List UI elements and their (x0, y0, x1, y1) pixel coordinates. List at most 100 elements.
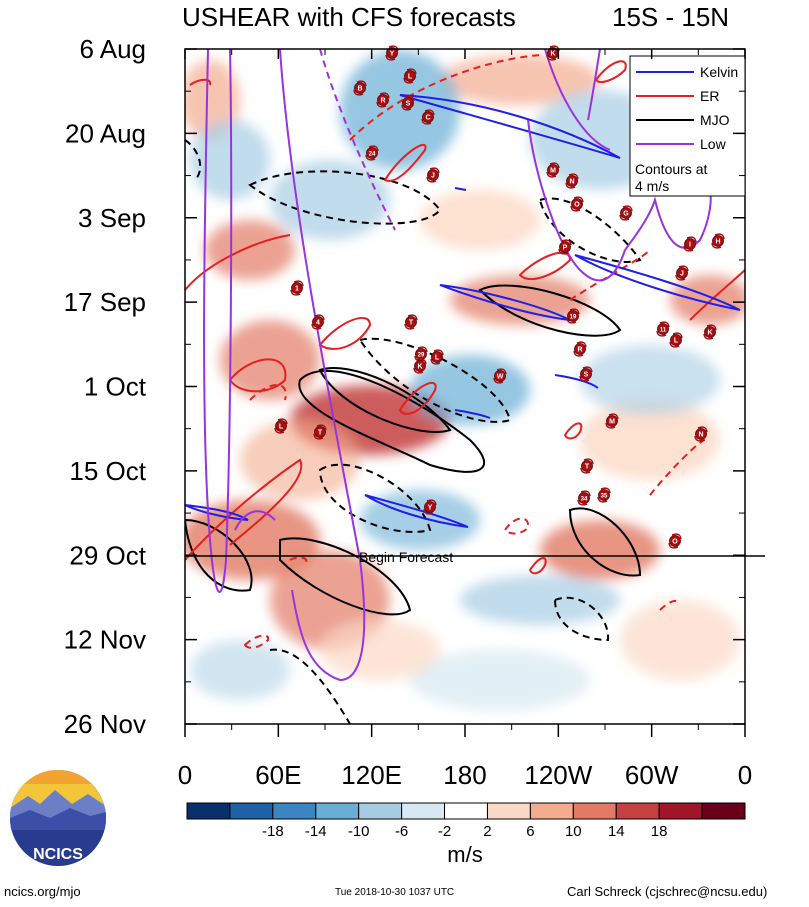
x-tick-label: 0 (738, 760, 752, 790)
y-tick-label: 12 Nov (64, 625, 146, 655)
contours (185, 49, 745, 724)
colorbar-swatch (401, 802, 446, 820)
storm-label: N (569, 179, 574, 186)
kelvin-contour (364, 494, 469, 528)
storm-marker: N (694, 426, 708, 442)
er-contour (185, 458, 303, 561)
footer-website[interactable]: ncics.org/mjo (4, 884, 81, 899)
storm-label: 4 (316, 320, 320, 327)
colorbar-label: 6 (526, 823, 534, 840)
storm-marker: N (565, 173, 579, 189)
logo-text: NCICS (33, 846, 83, 863)
low-contour (279, 49, 366, 682)
storm-marker: M (546, 162, 560, 178)
storm-marker: K (703, 324, 717, 340)
er-contour (594, 60, 627, 83)
colorbar-swatch (186, 802, 231, 820)
storm-marker: Y (385, 45, 399, 61)
storm-marker: 24 (365, 145, 379, 161)
colorbar-label: -18 (262, 823, 284, 840)
er-contour (243, 634, 270, 649)
storm-marker: T (580, 458, 594, 474)
storm-marker: L (274, 418, 288, 434)
storm-marker: S (401, 95, 415, 111)
er-contour (689, 269, 745, 321)
storm-label: R (577, 347, 582, 354)
er-contour (349, 54, 541, 141)
er-contour (503, 517, 530, 535)
storm-marker: 34 (577, 490, 591, 506)
legend-label: ER (700, 88, 719, 104)
colorbar-label: 14 (608, 823, 625, 840)
mjo-contour (279, 537, 412, 616)
storm-marker: 4 (311, 314, 325, 330)
colorbar-swatch (529, 802, 574, 820)
storm-marker: O (668, 533, 682, 549)
storm-label: O (574, 202, 580, 209)
storm-marker: L (669, 332, 683, 348)
colorbar-swatch (358, 802, 403, 820)
storm-marker: W (493, 368, 507, 384)
storm-marker: R (376, 92, 390, 108)
storm-marker: H (711, 233, 725, 249)
storm-label: R (380, 98, 385, 105)
er-contour (398, 381, 437, 415)
y-tick-label: 1 Oct (84, 372, 147, 402)
er-contour (228, 358, 287, 393)
storm-label: J (680, 271, 684, 278)
legend-box (629, 55, 746, 197)
storm-marker: S (579, 366, 593, 382)
storm-label: M (609, 419, 615, 426)
storm-label: T (409, 320, 414, 327)
legend-note-line2: 4 m/s (635, 178, 669, 194)
storm-label: G (623, 211, 629, 218)
storm-marker: 1 (290, 280, 304, 296)
colorbar-label: 18 (651, 823, 668, 840)
storm-label: S (406, 101, 411, 108)
mjo-contour (269, 648, 351, 724)
storm-label: K (550, 51, 555, 58)
storm-label: L (408, 74, 413, 81)
er-contour (318, 316, 372, 350)
storm-label: Y (428, 505, 433, 512)
storm-label: P (563, 245, 568, 252)
er-contour (189, 78, 212, 86)
chart-title: USHEAR with CFS forecasts (182, 2, 516, 32)
storm-marker: J (426, 167, 440, 183)
colorbar-unit: m/s (447, 842, 482, 867)
er-contour (289, 556, 308, 566)
kelvin-contour (574, 254, 741, 311)
kelvin-contour (554, 374, 599, 389)
mjo-contour (568, 507, 642, 577)
kelvin-contour (454, 187, 467, 191)
footer-author: Carl Schreck (cjschrec@ncsu.edu) (567, 884, 768, 899)
storm-marker: O (570, 196, 584, 212)
storm-label: H (715, 239, 720, 246)
storm-label: N (698, 432, 703, 439)
storm-label: L (435, 355, 440, 362)
storm-marker: M (605, 413, 619, 429)
storm-label: I (689, 242, 691, 249)
y-axis: 6 Aug 20 Aug 3 Sep 17 Sep 1 Oct 15 Oct 29 Oct 1… (64, 34, 745, 739)
colorbar-label: -14 (305, 823, 327, 840)
storm-label: O (672, 539, 678, 546)
legend-label: MJO (700, 112, 730, 128)
mjo-contour (358, 337, 512, 423)
y-tick-label: 29 Oct (69, 540, 146, 570)
kelvin-contour (454, 409, 491, 419)
er-contour (528, 557, 547, 575)
storm-marker: P (558, 239, 572, 255)
y-tick-label: 15 Oct (69, 456, 146, 486)
mjo-contour (298, 369, 485, 473)
storm-label: L (674, 338, 679, 345)
colorbar-swatch (572, 802, 617, 820)
colorbar-swatch (615, 802, 660, 820)
low-contour (203, 49, 233, 593)
storm-label: 1 (295, 286, 299, 293)
x-tick-label: 180 (443, 760, 486, 790)
storm-label: 24 (369, 152, 376, 158)
y-tick-label: 20 Aug (65, 118, 146, 148)
mjo-contour (318, 367, 452, 433)
storm-marker: B (353, 80, 367, 96)
colorbar: -18 -14 -10 -6 -2 2 6 10 14 18 (186, 802, 746, 840)
